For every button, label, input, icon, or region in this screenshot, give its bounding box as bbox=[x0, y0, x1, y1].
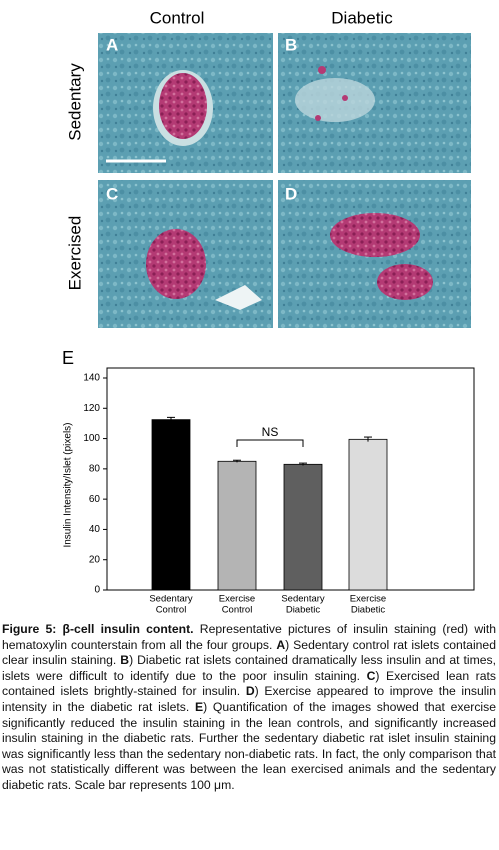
islet bbox=[159, 73, 207, 139]
islet bbox=[377, 264, 433, 300]
column-header: Diabetic bbox=[331, 8, 393, 27]
column-header: Control bbox=[150, 8, 205, 27]
caption-text: E bbox=[194, 699, 204, 714]
bar bbox=[348, 438, 388, 591]
y-tick-label: 0 bbox=[94, 585, 100, 596]
y-tick-label: 100 bbox=[83, 433, 100, 444]
islet bbox=[318, 66, 326, 74]
significance-bracket bbox=[236, 439, 304, 447]
x-tick-label: Exercise bbox=[219, 594, 255, 605]
panel-letter: D bbox=[285, 184, 297, 203]
y-tick-label: 120 bbox=[83, 403, 100, 414]
caption-text: ) Diabetic rat islets contained dramatic… bbox=[2, 653, 496, 683]
caption: Figure 5: β-cell insulin content. Repres… bbox=[2, 622, 496, 794]
y-tick-label: 140 bbox=[83, 373, 100, 384]
islet-halo bbox=[295, 78, 375, 122]
islet bbox=[146, 229, 206, 299]
caption-text: ) Quantification of the images showed th… bbox=[2, 699, 496, 792]
x-tick-label: Exercise bbox=[350, 594, 386, 605]
caption-text: C bbox=[366, 668, 376, 683]
caption-text: B bbox=[120, 653, 130, 668]
panel-letter: B bbox=[285, 35, 297, 54]
panel-letter: C bbox=[106, 184, 118, 203]
figure: Control Diabetic Sedentary Exercised A B… bbox=[62, 8, 475, 616]
y-tick-label: 20 bbox=[89, 554, 101, 565]
row-label: Sedentary bbox=[65, 63, 84, 141]
x-tick-label: Control bbox=[222, 605, 253, 616]
panel-letter: A bbox=[106, 35, 118, 54]
caption-text: ) Sedentary control rat islets contained… bbox=[2, 637, 496, 668]
y-tick-label: 80 bbox=[89, 463, 101, 474]
islet bbox=[330, 213, 420, 257]
y-tick-label: 40 bbox=[89, 524, 101, 535]
islet bbox=[342, 95, 348, 101]
bar bbox=[283, 463, 323, 591]
caption-text: D bbox=[245, 684, 255, 699]
bar bbox=[151, 419, 191, 591]
x-tick-label: Diabetic bbox=[286, 605, 321, 616]
islet bbox=[315, 115, 321, 121]
caption-text: A bbox=[276, 637, 286, 652]
duct bbox=[215, 285, 262, 310]
caption-text: Figure 5: β-cell insulin content. bbox=[2, 622, 194, 636]
row-label: Exercised bbox=[65, 216, 84, 291]
panel-letter: E bbox=[62, 348, 74, 368]
x-tick-label: Sedentary bbox=[281, 594, 325, 605]
x-tick-label: Control bbox=[156, 605, 187, 616]
x-tick-label: Diabetic bbox=[351, 605, 386, 616]
caption-text: Representative pictures of insulin stain… bbox=[2, 622, 496, 652]
x-tick-label: Sedentary bbox=[149, 594, 193, 605]
bar bbox=[217, 460, 257, 591]
y-axis-label: Insulin Intensity/Islet (pixels) bbox=[63, 422, 74, 547]
y-tick-label: 60 bbox=[89, 494, 101, 505]
caption-text: ) Exercised lean rats contained islets b… bbox=[2, 668, 496, 699]
caption-text: ) Exercise appeared to improve the insul… bbox=[2, 684, 496, 714]
annotation: NS bbox=[262, 425, 279, 439]
